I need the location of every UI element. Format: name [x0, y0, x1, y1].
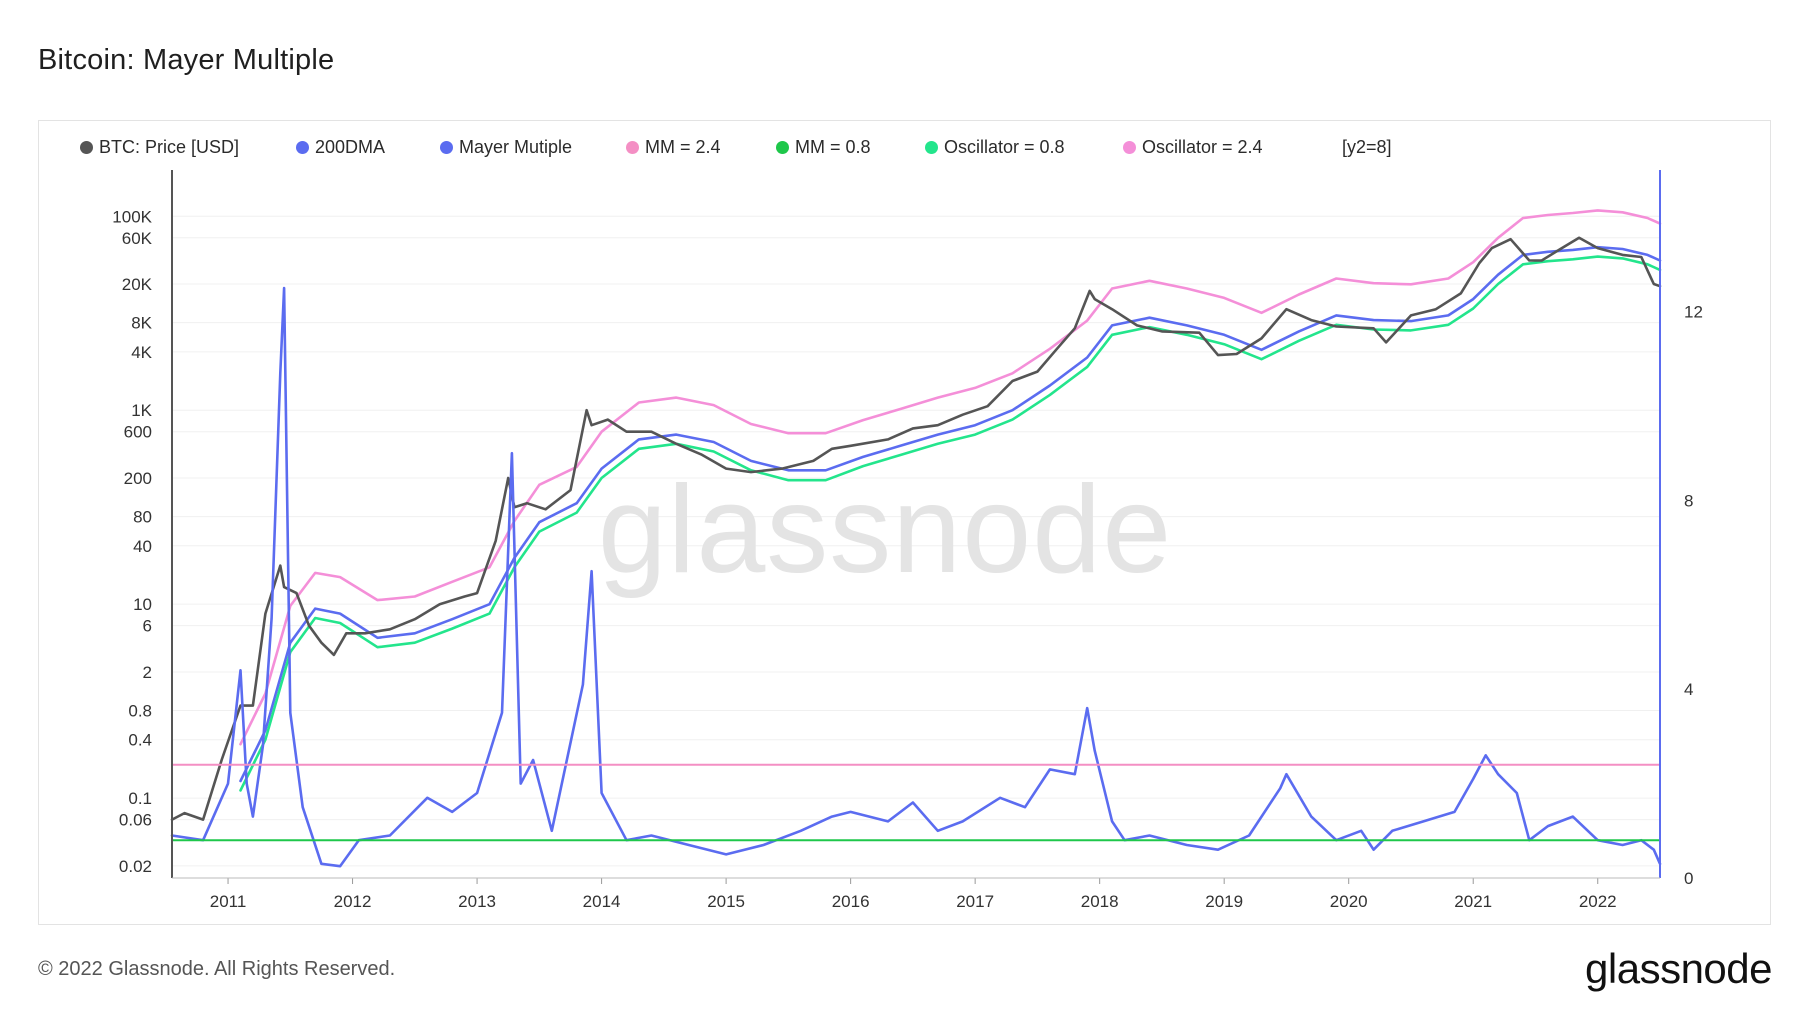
legend-dot-btc-price — [80, 141, 93, 154]
page-title: Bitcoin: Mayer Multiple — [38, 44, 335, 76]
legend-item-mm-2-4[interactable]: MM = 2.4 — [626, 137, 721, 158]
legend-item-mayer-multiple[interactable]: Mayer Mutiple — [440, 137, 572, 158]
y2-tick-label: 4 — [1684, 680, 1693, 699]
x-tick-label: 2011 — [210, 892, 247, 911]
y-tick-label: 0.4 — [128, 731, 152, 750]
y2-tick-label: 12 — [1684, 303, 1703, 322]
y-tick-label: 600 — [124, 423, 152, 442]
glassnode-logo: glassnode — [1585, 945, 1772, 992]
series-line-200dma — [239, 245, 1662, 783]
x-tick-label: 2021 — [1454, 892, 1492, 911]
legend-label-btc-price: BTC: Price [USD] — [99, 137, 240, 157]
copyright-text: © 2022 Glassnode. All Rights Reserved. — [38, 958, 396, 980]
legend-item-mm-0-8[interactable]: MM = 0.8 — [776, 137, 871, 158]
legend-dot-mayer-multiple — [440, 141, 453, 154]
chart-legend: BTC: Price [USD] 200DMA Mayer Mutiple MM… — [80, 137, 1530, 163]
legend-label-mayer-multiple: Mayer Mutiple — [459, 137, 573, 157]
legend-item-oscillator-2-4[interactable]: Oscillator = 2.4 — [1123, 137, 1263, 158]
y-tick-label: 80 — [133, 508, 152, 527]
x-tick-label: 2018 — [1081, 892, 1119, 911]
legend-label-oscillator-0-8: Oscillator = 0.8 — [944, 137, 1065, 157]
y-tick-label: 0.02 — [119, 857, 152, 876]
legend-item-oscillator-0-8[interactable]: Oscillator = 0.8 — [925, 137, 1065, 158]
y-tick-label: 0.06 — [119, 811, 152, 830]
legend-axis-note: [y2=8] — [1342, 137, 1392, 157]
legend-label-mm-0-8: MM = 0.8 — [795, 137, 871, 157]
legend-dot-200dma — [296, 141, 309, 154]
x-tick-label: 2014 — [583, 892, 621, 911]
y2-tick-label: 0 — [1684, 869, 1693, 888]
y-tick-label: 8K — [131, 314, 152, 333]
legend-dot-mm-0-8 — [776, 141, 789, 154]
legend-dot-mm-2-4 — [626, 141, 639, 154]
x-tick-label: 2015 — [707, 892, 745, 911]
grid-layer — [172, 215, 1660, 867]
y-tick-label: 1K — [131, 401, 152, 420]
y-tick-label: 6 — [143, 617, 152, 636]
legend-label-200dma: 200DMA — [315, 137, 386, 157]
y-tick-label: 4K — [131, 343, 152, 362]
series-line-oscillator-2-4 — [239, 209, 1662, 746]
x-tick-label: 2012 — [334, 892, 372, 911]
legend-item-btc-price[interactable]: BTC: Price [USD] — [80, 137, 239, 158]
y-tick-label: 100K — [112, 207, 152, 226]
series-line-mayer-mutiple — [170, 286, 1662, 868]
x-tick-label: 2017 — [956, 892, 994, 911]
series-line-btc-price-usd — [170, 236, 1662, 821]
y-tick-label: 40 — [133, 537, 152, 556]
series-layer — [170, 209, 1662, 868]
legend-dot-oscillator-0-8 — [925, 141, 938, 154]
y-tick-label: 20K — [122, 275, 153, 294]
y-tick-label: 10 — [133, 595, 152, 614]
x-tick-label: 2019 — [1205, 892, 1243, 911]
axis-layer: 100K60K20K8K4K1K600200804010620.80.40.10… — [112, 170, 1703, 911]
y2-tick-label: 8 — [1684, 491, 1693, 510]
legend-label-oscillator-2-4: Oscillator = 2.4 — [1142, 137, 1263, 157]
series-line-oscillator-0-8 — [239, 255, 1662, 792]
y-tick-label: 200 — [124, 469, 152, 488]
legend-item-200dma[interactable]: 200DMA — [296, 137, 385, 158]
x-tick-label: 2022 — [1579, 892, 1617, 911]
legend-dot-oscillator-2-4 — [1123, 141, 1136, 154]
watermark: glassnode — [598, 461, 1172, 599]
x-tick-label: 2020 — [1330, 892, 1368, 911]
x-tick-label: 2013 — [458, 892, 496, 911]
legend-label-mm-2-4: MM = 2.4 — [645, 137, 721, 157]
y-tick-label: 0.8 — [128, 702, 152, 721]
y-tick-label: 2 — [143, 663, 152, 682]
y-tick-label: 60K — [122, 229, 153, 248]
x-tick-label: 2016 — [832, 892, 870, 911]
y-tick-label: 0.1 — [128, 789, 152, 808]
